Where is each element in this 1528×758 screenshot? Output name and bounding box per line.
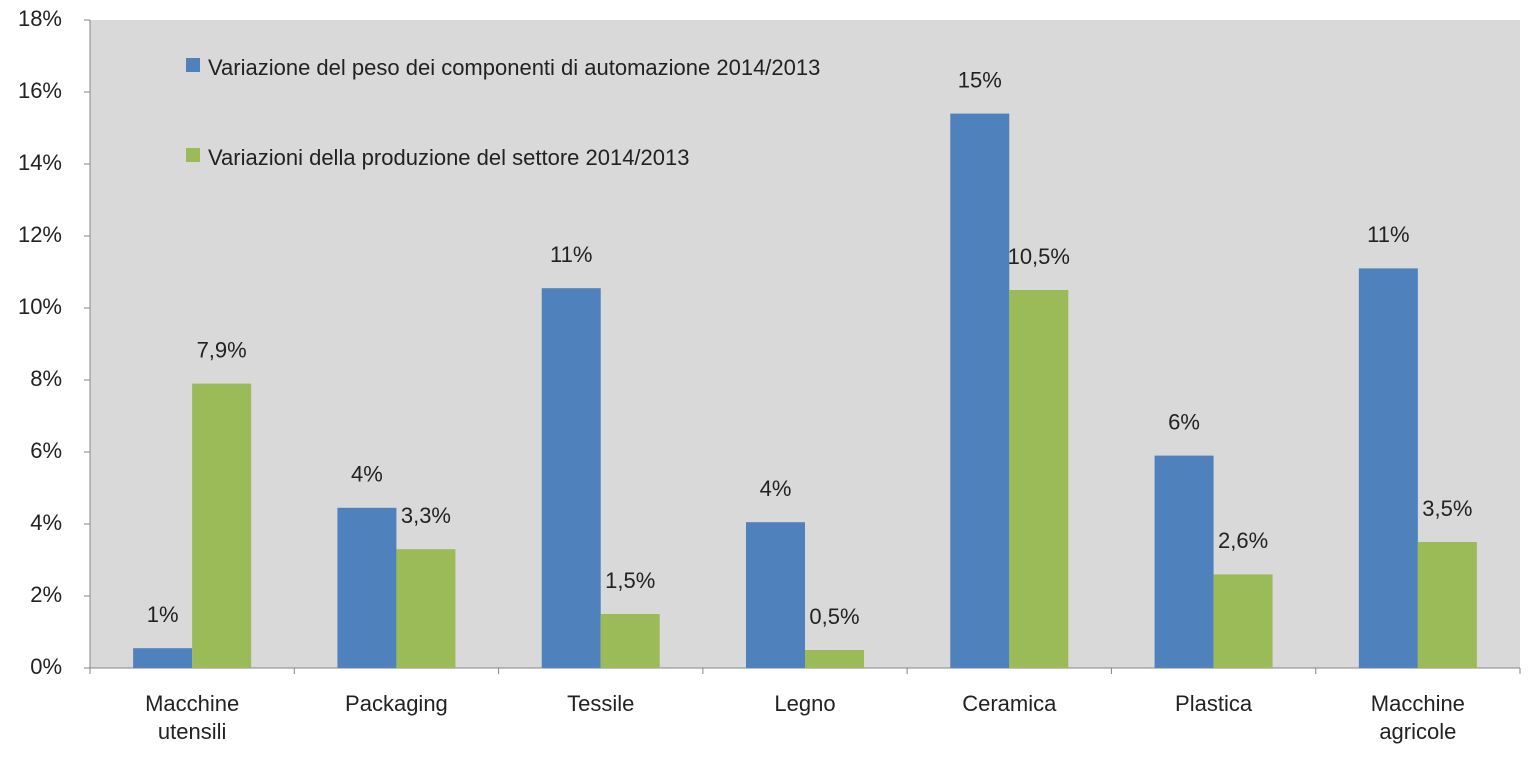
y-tick-label: 14% [18, 150, 62, 175]
x-tick-label: Macchine agricole [1370, 691, 1465, 744]
data-label: 0,5% [809, 604, 859, 629]
data-label: 3,5% [1422, 496, 1472, 521]
legend-label: Variazione del peso dei componenti di au… [208, 55, 821, 80]
y-tick-label: 8% [30, 366, 62, 391]
data-label: 11% [550, 242, 592, 267]
data-label: 1% [147, 602, 179, 627]
bar [1009, 290, 1069, 668]
x-tick-label: Plastica [1175, 691, 1253, 716]
data-label: 4% [760, 476, 792, 501]
bar [600, 614, 660, 668]
bar [133, 648, 193, 668]
bar [805, 650, 864, 668]
bar [541, 288, 601, 668]
bar [192, 383, 252, 668]
y-tick-label: 2% [30, 582, 62, 607]
bar [396, 549, 456, 668]
data-label: 3,3% [401, 503, 451, 528]
y-tick-label: 4% [30, 510, 62, 535]
x-tick-label: Ceramica [962, 691, 1057, 716]
data-label: 2,6% [1218, 528, 1268, 553]
data-label: 4% [351, 462, 383, 487]
data-label: 15% [958, 67, 1002, 92]
y-tick-label: 6% [30, 438, 62, 463]
x-tick-label: Packaging [345, 691, 448, 716]
data-label: 7,9% [197, 337, 247, 362]
data-label: 10,5% [1008, 244, 1070, 269]
bar [1154, 455, 1214, 668]
bar [746, 522, 805, 668]
x-tick-label: Legno [774, 691, 836, 716]
data-label: 11% [1367, 222, 1409, 247]
legend-swatch [186, 58, 200, 72]
legend-swatch [186, 148, 200, 162]
legend-label: Variazioni della produzione del settore … [208, 145, 690, 170]
bar [337, 507, 397, 668]
data-label: 6% [1168, 409, 1200, 434]
y-tick-label: 16% [18, 78, 62, 103]
bar [1358, 268, 1418, 668]
y-tick-label: 12% [18, 222, 62, 247]
x-tick-label: Tessile [567, 691, 635, 716]
bar [1213, 574, 1273, 668]
data-label: 1,5% [605, 568, 655, 593]
bar [950, 113, 1010, 669]
y-tick-label: 10% [18, 294, 62, 319]
x-tick-label: Macchine utensili [145, 691, 240, 744]
y-tick-label: 18% [18, 6, 62, 31]
bar [1417, 542, 1477, 668]
y-tick-label: 0% [30, 654, 62, 679]
